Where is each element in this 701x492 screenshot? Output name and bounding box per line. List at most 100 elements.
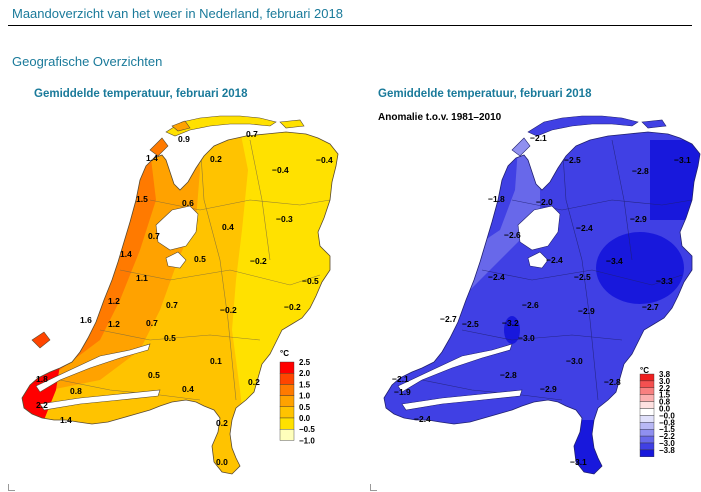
legend-label: −3.0 <box>659 439 675 448</box>
legend-swatch <box>279 373 295 385</box>
station-value: 0.2 <box>248 377 260 387</box>
legend-label: −1.5 <box>659 425 675 434</box>
station-value: −3.2 <box>502 318 519 328</box>
legend-swatch <box>639 394 655 402</box>
station-value: −0.2 <box>220 305 237 315</box>
legend-label: 0.5 <box>299 403 311 412</box>
station-value: −2.1 <box>530 133 547 143</box>
legend-swatch <box>279 395 295 408</box>
legend-label: −0.5 <box>299 425 315 434</box>
header-divider <box>8 25 692 26</box>
page-title: Maandoverzicht van het weer in Nederland… <box>12 6 343 21</box>
station-value: 0.4 <box>222 222 234 232</box>
legend-swatch <box>279 417 295 430</box>
section-title: Geografische Overzichten <box>12 54 163 69</box>
legend-swatch <box>639 442 655 451</box>
legend-label: −2.2 <box>659 432 675 441</box>
legend-swatch <box>639 401 655 409</box>
station-value: 1.8 <box>36 374 48 384</box>
legend-swatch <box>639 449 655 457</box>
legend-swatch <box>639 408 655 416</box>
map-title-temperature: Gemiddelde temperatuur, februari 2018 <box>34 88 248 100</box>
station-value: 1.2 <box>108 319 120 329</box>
temperature-values: 0.9 0.7 1.4 0.2 −0.4 −0.4 1.5 0.6 −0.3 0… <box>36 129 333 467</box>
station-value: 0.8 <box>70 386 82 396</box>
frame-corner <box>8 484 15 491</box>
legend-anomaly: °C 3.83.02.21.50.80.0−0.0−0.8−1.5−2.2−3.… <box>639 366 675 457</box>
legend-swatch <box>639 435 655 444</box>
legend-label: 1.0 <box>299 392 311 401</box>
station-value: −2.0 <box>536 197 553 207</box>
legend-label: −3.8 <box>659 446 675 455</box>
station-value: 1.6 <box>80 315 92 325</box>
station-value: −2.1 <box>392 374 409 384</box>
legend-swatch <box>639 429 655 437</box>
station-value: −0.5 <box>302 276 319 286</box>
station-value: 1.4 <box>146 153 158 163</box>
station-value: −2.9 <box>578 306 595 316</box>
legend-label: −0.0 <box>659 411 675 420</box>
station-value: −2.4 <box>414 414 431 424</box>
legend-label: 2.2 <box>659 384 671 393</box>
station-value: 0.0 <box>216 457 228 467</box>
station-value: −0.2 <box>284 302 301 312</box>
legend-swatch <box>279 429 295 441</box>
anomaly-values: −2.1 −2.5 −2.8 −3.1 −1.8 −2.0 −2.9 −2.6 … <box>392 133 691 467</box>
legend-swatch <box>279 361 295 374</box>
station-value: −3.1 <box>570 457 587 467</box>
station-value: −3.3 <box>656 276 673 286</box>
station-value: −3.0 <box>566 356 583 366</box>
station-value: 0.5 <box>194 254 206 264</box>
legend-label: −1.0 <box>299 436 315 445</box>
station-value: 1.4 <box>60 415 72 425</box>
legend-swatch <box>639 422 655 430</box>
station-value: −3.1 <box>674 155 691 165</box>
legend-swatch <box>279 384 295 396</box>
legend-label: 0.0 <box>299 414 311 423</box>
station-value: 0.5 <box>164 333 176 343</box>
station-value: 0.7 <box>146 318 158 328</box>
station-value: −2.4 <box>546 255 563 265</box>
station-value: −2.8 <box>604 377 621 387</box>
legend-label: 3.0 <box>659 377 671 386</box>
station-value: 1.4 <box>120 249 132 259</box>
legend-swatch <box>279 406 295 419</box>
station-value: −2.5 <box>564 155 581 165</box>
station-value: −2.4 <box>488 272 505 282</box>
station-value: −2.6 <box>504 230 521 240</box>
station-value: −1.9 <box>394 387 411 397</box>
legend-label: 2.5 <box>299 358 311 367</box>
station-value: 0.1 <box>210 356 222 366</box>
station-value: 0.9 <box>178 134 190 144</box>
legend-label: 0.8 <box>659 398 671 407</box>
station-value: 0.4 <box>182 384 194 394</box>
legend-label: 0.0 <box>659 405 671 414</box>
station-value: −0.3 <box>276 214 293 224</box>
map-subtitle-anomaly: Anomalie t.o.v. 1981–2010 <box>378 112 502 123</box>
legend-swatch <box>639 373 655 382</box>
legend-unit: °C <box>640 366 649 375</box>
station-value: −0.2 <box>250 256 267 266</box>
station-value: 0.7 <box>166 300 178 310</box>
station-value: −0.4 <box>316 155 333 165</box>
legend-swatch <box>639 380 655 388</box>
station-value: 1.2 <box>108 296 120 306</box>
legend-unit: °C <box>280 349 289 358</box>
station-value: 0.2 <box>210 154 222 164</box>
station-value: −2.7 <box>642 302 659 312</box>
station-value: −2.8 <box>500 370 517 380</box>
station-value: −2.9 <box>540 384 557 394</box>
station-value: −3.4 <box>606 256 623 266</box>
station-value: −0.4 <box>272 165 289 175</box>
legend-label: 1.5 <box>659 391 671 400</box>
station-value: −2.5 <box>574 272 591 282</box>
station-value: −2.5 <box>462 319 479 329</box>
frame-corner <box>370 484 377 491</box>
station-value: −2.9 <box>630 214 647 224</box>
legend-label: 3.8 <box>659 370 671 379</box>
legend-swatch <box>639 387 655 395</box>
station-value: −1.8 <box>488 194 505 204</box>
station-value: −3.0 <box>518 333 535 343</box>
map-title-anomaly: Gemiddelde temperatuur, februari 2018 <box>378 88 592 100</box>
